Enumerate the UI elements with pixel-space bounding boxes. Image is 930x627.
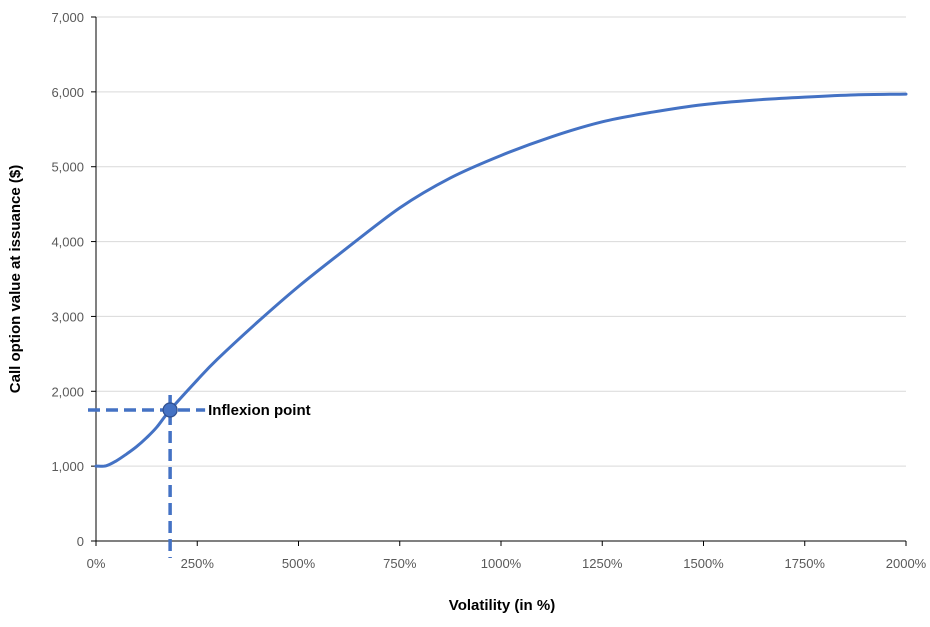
annotation-layer: Inflexion point	[88, 395, 311, 558]
y-tick-label: 5,000	[51, 160, 84, 175]
x-tick-label: 750%	[383, 556, 417, 571]
x-tick-label: 1000%	[481, 556, 522, 571]
x-tick-label: 1750%	[785, 556, 826, 571]
x-tick-label: 1500%	[683, 556, 724, 571]
y-tick-label: 7,000	[51, 10, 84, 25]
y-tick-label: 4,000	[51, 235, 84, 250]
x-tick-label: 250%	[181, 556, 215, 571]
x-tick-label: 500%	[282, 556, 316, 571]
y-tick-label: 1,000	[51, 459, 84, 474]
inflexion-point-label: Inflexion point	[208, 402, 310, 419]
tick-labels: 0 1,000 2,000 3,000 4,000 5,000 6,000 7,000 0% 25…	[51, 10, 926, 571]
y-tick-label: 3,000	[51, 309, 84, 324]
series-layer	[94, 92, 908, 468]
inflexion-point-marker	[162, 402, 178, 418]
series-line	[94, 92, 908, 468]
x-tick-label: 2000%	[886, 556, 927, 571]
x-tick-label: 0%	[87, 556, 106, 571]
y-tick-label: 2,000	[51, 384, 84, 399]
y-tick-label: 6,000	[51, 85, 84, 100]
y-tick-label: 0	[77, 534, 84, 549]
axes	[91, 16, 907, 546]
gridlines	[96, 16, 906, 467]
x-axis-label: Volatility (in %)	[449, 597, 555, 614]
y-axis-label: Call option value at issuance ($)	[7, 165, 24, 393]
x-tick-label: 1250%	[582, 556, 623, 571]
